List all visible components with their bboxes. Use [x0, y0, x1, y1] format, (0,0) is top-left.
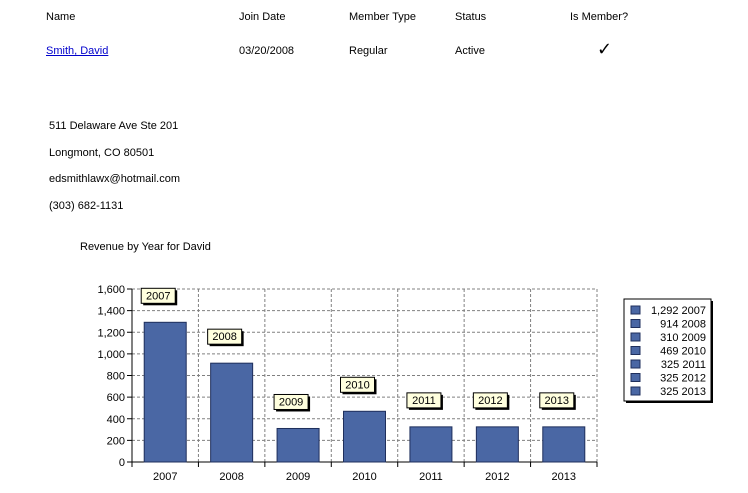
chart-bars: [143, 321, 586, 463]
data-label-box: [140, 287, 176, 304]
chart-title: Revenue by Year for David: [80, 241, 211, 253]
column-header-member-type: Member Type: [349, 11, 417, 23]
phone: (303) 682-1131: [49, 200, 124, 212]
x-tick-label: 2012: [485, 471, 509, 483]
email: edsmithlawx@hotmail.com: [49, 173, 180, 185]
member-name-link[interactable]: Smith, David: [46, 45, 109, 57]
legend-swatch: [630, 319, 641, 328]
column-header-is-member: Is Member?: [570, 11, 629, 23]
data-label: 2011: [412, 395, 436, 407]
chart-gridlines: [132, 288, 598, 462]
data-label: 2007: [146, 290, 170, 302]
y-tick-label: 600: [107, 392, 125, 404]
x-tick-label: 2013: [552, 471, 576, 483]
x-tick-label: 2011: [419, 471, 443, 483]
column-header-status: Status: [455, 11, 487, 23]
x-tick-label: 2010: [352, 471, 376, 483]
legend-swatch: [630, 332, 641, 342]
data-label: 2009: [279, 396, 303, 408]
legend-entry: 310 2009: [660, 332, 706, 344]
bar-2010: [343, 410, 386, 463]
y-tick-label: 400: [107, 414, 125, 426]
bar-2009: [276, 427, 320, 463]
bar-2012: [475, 426, 519, 463]
bar-2008: [210, 362, 254, 463]
legend-entry: 325 2012: [660, 373, 706, 385]
member-status: Active: [455, 45, 485, 57]
chart-data-labels: 2007 2008 2009 2010 2011 2012 2013: [140, 287, 576, 412]
x-tick-label: 2007: [153, 471, 177, 483]
member-join-date: 03/20/2008: [239, 45, 295, 57]
data-label-box: [472, 392, 508, 409]
data-label: 2010: [345, 379, 369, 391]
bar-2007: [143, 321, 187, 463]
y-tick-label: 1,200: [97, 327, 125, 339]
legend-entry: 914 2008: [660, 319, 706, 331]
address-line1: 511 Delaware Ave Ste 201: [49, 120, 179, 132]
y-tick-label: 0: [119, 457, 125, 469]
data-label-box: [207, 328, 243, 345]
y-tick-label: 1,400: [97, 306, 125, 318]
y-tick-label: 800: [107, 371, 125, 383]
data-label: 2008: [212, 331, 236, 343]
data-label: 2013: [545, 395, 569, 407]
bar-2011: [409, 426, 453, 463]
x-tick-label: 2009: [286, 471, 310, 483]
x-tick-label: 2008: [219, 471, 243, 483]
y-tick-label: 1,000: [97, 349, 125, 361]
y-tick-label: 200: [107, 435, 125, 447]
column-header-name: Name: [46, 11, 76, 23]
data-label-box: [273, 393, 309, 410]
data-label: 2012: [478, 395, 502, 407]
address-line2: Longmont, CO 80501: [49, 147, 155, 159]
data-label-box: [340, 376, 375, 393]
legend-swatch: [630, 359, 641, 369]
bar-2013: [542, 426, 586, 463]
is-member-check-icon: ✓: [597, 39, 613, 59]
legend-swatch: [630, 373, 641, 382]
legend-entry: 1,292 2007: [651, 305, 706, 317]
legend-swatch: [630, 346, 641, 355]
legend-entry: 469 2010: [660, 346, 706, 358]
legend-swatch: [630, 305, 641, 315]
y-tick-label: 1,600: [97, 284, 125, 296]
data-label-box: [539, 392, 575, 409]
data-label-box: [406, 392, 442, 409]
column-header-join-date: Join Date: [239, 11, 286, 23]
legend-entry: 325 2011: [661, 359, 706, 371]
member-type: Regular: [349, 45, 388, 57]
legend-swatch: [630, 386, 641, 396]
legend-entry: 325 2013: [660, 386, 706, 398]
